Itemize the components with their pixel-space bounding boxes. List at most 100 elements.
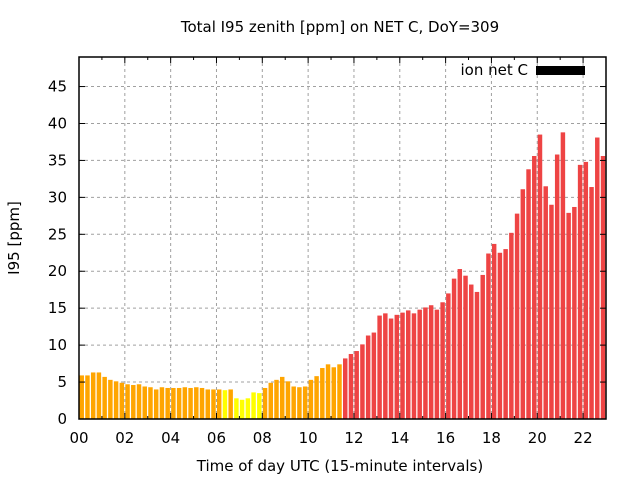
bar xyxy=(532,155,537,420)
x-tick-label: 20 xyxy=(528,429,547,447)
bar xyxy=(285,381,291,419)
y-axis-label: I95 [ppm] xyxy=(5,201,23,275)
bar xyxy=(302,386,308,419)
bar xyxy=(308,379,314,419)
bar xyxy=(560,132,566,419)
bar xyxy=(514,213,520,419)
bar xyxy=(491,243,497,419)
bar xyxy=(257,393,262,419)
bar xyxy=(411,313,417,419)
bar xyxy=(194,387,199,419)
x-tick-label: 16 xyxy=(436,429,455,447)
x-tick-label: 04 xyxy=(161,429,180,447)
legend-label: ion net C xyxy=(461,61,528,79)
bar xyxy=(228,389,233,419)
bar xyxy=(239,399,245,419)
bar xyxy=(159,387,165,419)
bar xyxy=(222,390,228,419)
x-axis-label: Time of day UTC (15-minute intervals) xyxy=(196,457,483,475)
bar xyxy=(325,364,331,419)
y-tick-label: 30 xyxy=(48,188,67,206)
bar xyxy=(486,253,491,419)
x-tick-label: 00 xyxy=(69,429,88,447)
bar xyxy=(343,358,348,419)
bar xyxy=(549,204,554,419)
bar xyxy=(400,312,405,419)
bar xyxy=(279,376,285,419)
x-tick-label: 06 xyxy=(207,429,226,447)
bar xyxy=(417,309,422,419)
bar xyxy=(360,344,365,419)
bar xyxy=(463,275,468,419)
bar xyxy=(537,134,543,420)
bar xyxy=(600,155,606,420)
bar xyxy=(371,332,377,419)
bar xyxy=(262,387,268,419)
y-tick-label: 40 xyxy=(48,114,67,132)
bar xyxy=(434,309,440,419)
y-tick-label: 5 xyxy=(57,373,67,391)
bar xyxy=(234,398,239,419)
x-tick-label: 02 xyxy=(115,429,134,447)
plot-border xyxy=(78,56,607,420)
bar xyxy=(297,387,302,419)
bar xyxy=(153,389,159,419)
bar xyxy=(354,351,359,419)
bar xyxy=(406,310,411,419)
y-tick-label: 20 xyxy=(48,262,67,280)
bar xyxy=(543,186,548,419)
bar xyxy=(526,169,531,419)
bar xyxy=(509,232,514,419)
bar xyxy=(469,284,474,419)
bar xyxy=(377,315,382,419)
bar xyxy=(108,379,113,419)
bar xyxy=(251,392,256,419)
legend-swatch xyxy=(536,66,585,75)
bar xyxy=(554,154,560,419)
bar xyxy=(274,379,279,419)
bar xyxy=(176,387,182,419)
legend: ion net C xyxy=(461,61,585,79)
x-tick-label: 22 xyxy=(574,429,593,447)
bar xyxy=(136,384,142,419)
bar xyxy=(440,302,445,419)
bar xyxy=(314,376,319,419)
bar xyxy=(457,269,463,419)
bar xyxy=(577,164,583,419)
bar xyxy=(474,291,480,419)
bar xyxy=(199,387,205,419)
bar xyxy=(383,313,388,419)
bar xyxy=(423,307,428,419)
chart-title: Total I95 zenith [ppm] on NET C, DoY=309 xyxy=(180,18,499,36)
bar xyxy=(148,387,153,419)
x-tick-label: 18 xyxy=(482,429,501,447)
bar xyxy=(348,353,354,419)
bar xyxy=(85,375,90,419)
bar xyxy=(365,335,371,419)
x-tick-label: 10 xyxy=(299,429,318,447)
y-tick-labels: 0 5 10 15 20 25 30 35 40 45 xyxy=(48,78,67,428)
y-tick-label: 45 xyxy=(48,78,67,96)
bar xyxy=(119,382,125,419)
bar xyxy=(595,137,600,419)
y-tick-label: 25 xyxy=(48,225,67,243)
bar xyxy=(589,187,594,419)
x-tick-label: 14 xyxy=(390,429,409,447)
y-tick-label: 15 xyxy=(48,299,67,317)
x-tick-label: 08 xyxy=(253,429,272,447)
x-tick-label: 12 xyxy=(344,429,363,447)
bar xyxy=(125,384,130,419)
bar xyxy=(497,252,503,419)
bar xyxy=(211,389,216,419)
bar xyxy=(113,381,119,419)
bar xyxy=(388,318,394,419)
bar xyxy=(79,375,84,419)
bar xyxy=(142,386,147,419)
y-tick-label: 0 xyxy=(57,410,67,428)
bar xyxy=(131,385,136,419)
bar xyxy=(171,387,176,419)
bar xyxy=(583,161,589,419)
bar xyxy=(320,368,325,419)
bar xyxy=(428,305,434,419)
